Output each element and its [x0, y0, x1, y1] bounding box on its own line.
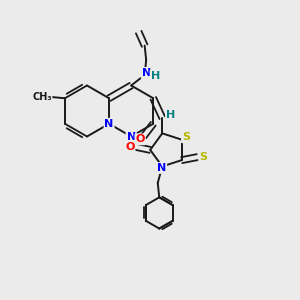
Text: S: S [182, 132, 190, 142]
Text: N: N [127, 131, 136, 142]
Text: N: N [104, 119, 114, 129]
Text: H: H [151, 70, 160, 81]
Text: N: N [157, 163, 166, 173]
Text: CH₃: CH₃ [32, 92, 52, 102]
Text: O: O [125, 142, 134, 152]
Text: N: N [142, 68, 151, 78]
Text: O: O [135, 134, 145, 144]
Text: S: S [199, 152, 207, 162]
Text: H: H [166, 110, 175, 120]
